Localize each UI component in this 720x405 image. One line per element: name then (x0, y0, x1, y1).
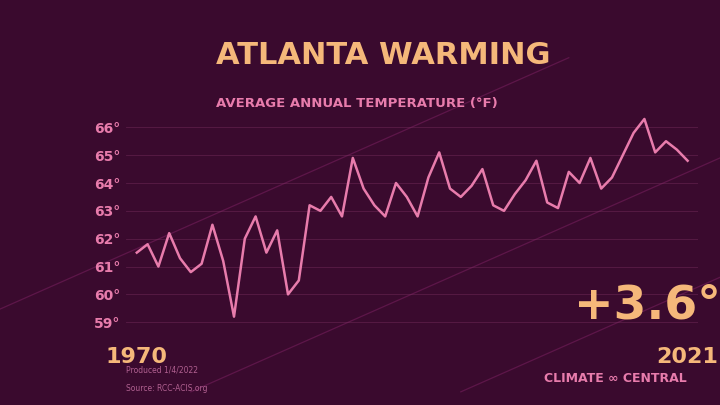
Text: Produced 1/4/2022: Produced 1/4/2022 (126, 366, 198, 375)
Text: ATLANTA WARMING: ATLANTA WARMING (216, 40, 551, 70)
Text: +3.6°: +3.6° (574, 283, 720, 328)
Text: CLIMATE ∞ CENTRAL: CLIMATE ∞ CENTRAL (544, 372, 686, 385)
Text: Source: RCC-ACIS.org: Source: RCC-ACIS.org (126, 384, 207, 393)
Text: AVERAGE ANNUAL TEMPERATURE (°F): AVERAGE ANNUAL TEMPERATURE (°F) (216, 97, 498, 110)
